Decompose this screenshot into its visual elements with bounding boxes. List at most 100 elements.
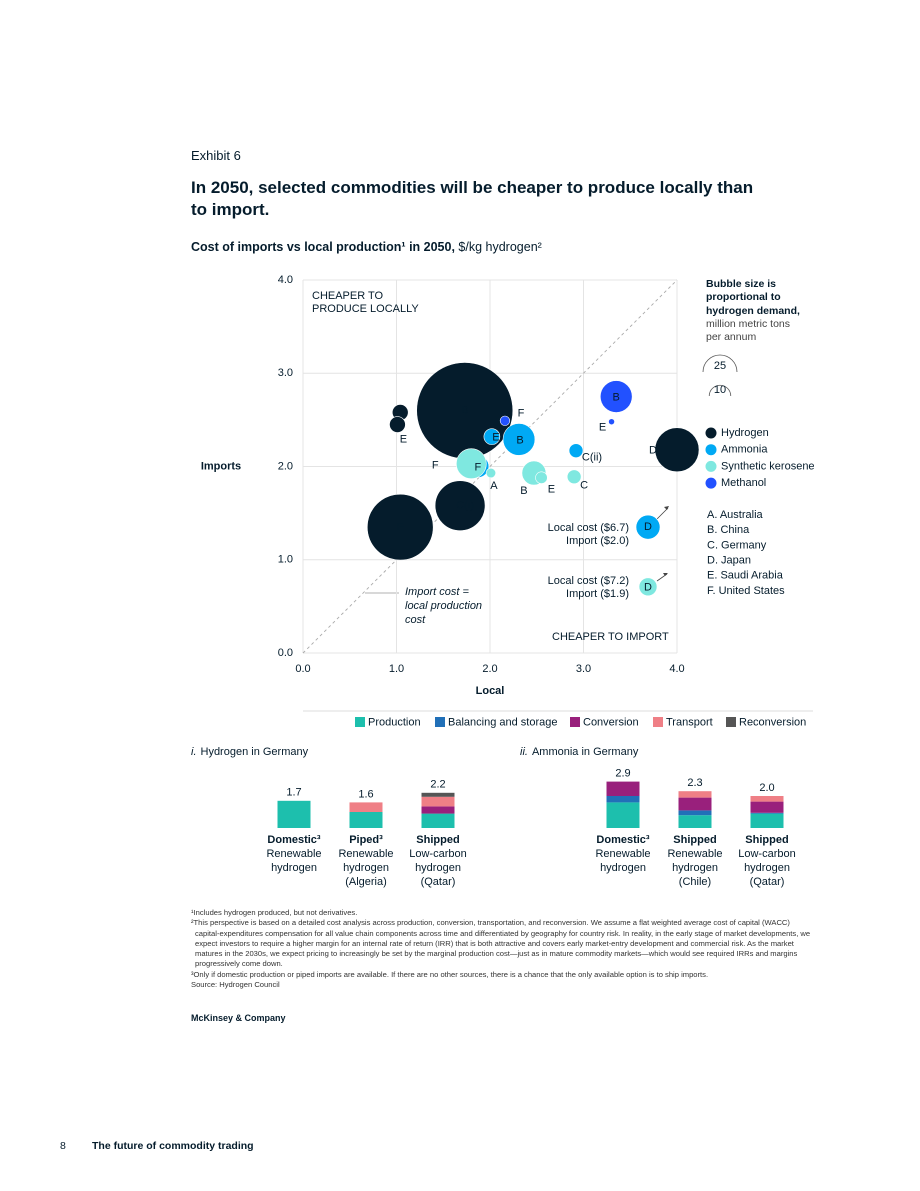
legend-swatch xyxy=(355,717,365,727)
bubble xyxy=(654,427,700,473)
category-sublabel: Renewable hydrogen xyxy=(266,848,321,874)
footnotes: ¹Includes hydrogen produced, but not der… xyxy=(191,908,811,990)
size-legend-arc xyxy=(702,354,738,373)
size-legend-value: 10 xyxy=(714,384,726,396)
bubble xyxy=(485,467,497,479)
bar-segment xyxy=(678,810,712,816)
exhibit-label: Exhibit 6 xyxy=(191,148,241,163)
panel-title: i. Hydrogen in Germany xyxy=(191,746,309,758)
panel-name: Ammonia in Germany xyxy=(532,746,639,758)
bar-segment xyxy=(750,813,784,828)
bubble-label: D xyxy=(649,445,657,457)
chart-heading: Cost of imports vs local production¹ in … xyxy=(191,240,542,254)
legend-swatch xyxy=(705,427,717,439)
category-label: Domestic³ xyxy=(596,834,650,846)
size-legend-title: Bubble size is xyxy=(706,278,777,290)
y-tick-label: 0.0 xyxy=(278,647,293,659)
country-key: B. China xyxy=(707,524,750,536)
bubble xyxy=(502,423,536,456)
bubble-label: B xyxy=(613,391,620,403)
country-key: E. Saudi Arabia xyxy=(707,570,784,582)
legend-label: Reconversion xyxy=(739,716,806,728)
bar-segment xyxy=(606,802,640,828)
sublabel-line: Renewable xyxy=(338,848,393,860)
bubble xyxy=(566,469,582,485)
bubble xyxy=(483,428,501,445)
legend-label: Conversion xyxy=(583,716,639,728)
sublabel-line: hydrogen xyxy=(600,862,646,874)
bubble-label: E xyxy=(548,484,555,496)
bubble xyxy=(535,471,548,484)
parity-label: cost xyxy=(405,614,426,626)
region-label: CHEAPER TO IMPORT xyxy=(552,631,669,643)
size-legend-text: Bubble size is proportional to hydrogen … xyxy=(706,278,800,344)
bubble-label: A xyxy=(397,406,405,418)
publication: The future of commodity trading xyxy=(92,1140,254,1152)
sublabel-line: hydrogen xyxy=(672,862,718,874)
legend-swatch xyxy=(726,717,736,727)
footnote: ²This perspective is based on a detailed… xyxy=(191,918,811,969)
category-sublabel: Renewable hydrogen xyxy=(595,848,650,874)
sublabel-line: Renewable xyxy=(266,848,321,860)
parity-label: local production xyxy=(405,600,482,612)
legend-swatch xyxy=(653,717,663,727)
bubble-label: F xyxy=(432,460,439,472)
bar-segment xyxy=(421,792,455,797)
chart-unit: $/kg hydrogen² xyxy=(458,240,542,254)
sublabel-line: hydrogen xyxy=(744,862,790,874)
bubble xyxy=(434,480,486,531)
legend-label: Hydrogen xyxy=(721,427,769,439)
bubble xyxy=(635,514,661,540)
category-label: Shipped xyxy=(673,834,716,846)
bubble xyxy=(499,415,511,426)
country-key: F. United States xyxy=(707,585,785,597)
category-sublabel: Low-carbon hydrogen (Qatar) xyxy=(738,848,795,888)
bubble-label: A xyxy=(490,480,498,492)
bar-segment xyxy=(750,801,784,813)
bar-segment xyxy=(421,796,455,807)
country-key: A. Australia xyxy=(707,509,764,521)
y-tick-label: 1.0 xyxy=(278,554,293,566)
bar-total: 2.2 xyxy=(430,779,445,791)
bubble-label: F xyxy=(518,408,525,420)
x-axis-title: Local xyxy=(476,685,505,697)
legend-swatch xyxy=(705,460,717,472)
bar-total: 2.0 xyxy=(759,782,774,794)
bar-segment xyxy=(678,815,712,828)
panel-prefix: i. xyxy=(191,746,197,758)
legend-label: Balancing and storage xyxy=(448,716,557,728)
legend-label: Ammonia xyxy=(721,444,768,456)
bar-segment xyxy=(421,806,455,814)
bar-total: 2.3 xyxy=(687,777,702,789)
bubble xyxy=(455,448,487,480)
legend-label: Synthetic kerosene xyxy=(721,460,815,472)
country-key: D. Japan xyxy=(707,555,751,567)
bubble xyxy=(389,416,406,433)
y-tick-label: 2.0 xyxy=(278,460,293,472)
bubble xyxy=(599,380,633,413)
legend-swatch xyxy=(705,444,717,456)
sublabel-line: Renewable xyxy=(595,848,650,860)
parity-label: Import cost = xyxy=(405,586,469,598)
bubble-label: B xyxy=(520,485,527,497)
region-label: CHEAPER TO xyxy=(312,290,384,302)
sublabel-line: Low-carbon xyxy=(738,848,795,860)
bar-segment xyxy=(421,813,455,828)
panel-name: Hydrogen in Germany xyxy=(201,746,309,758)
page-number: 8 xyxy=(60,1140,66,1152)
offscale-arrow xyxy=(656,507,669,520)
bubble-label: C(ii) xyxy=(582,452,602,464)
size-legend-title: proportional to xyxy=(706,291,781,304)
bubble-label: C(i) xyxy=(456,500,474,512)
x-tick-label: 4.0 xyxy=(669,663,684,675)
offscale-arrowhead xyxy=(664,506,669,510)
sublabel-line: (Qatar) xyxy=(750,876,785,888)
y-tick-label: 4.0 xyxy=(278,274,293,286)
bar-segment xyxy=(678,791,712,798)
category-label: Domestic³ xyxy=(267,834,321,846)
bar-segment xyxy=(606,796,640,803)
sublabel-line: hydrogen xyxy=(271,862,317,874)
bubble xyxy=(638,577,658,597)
bubble-label: E xyxy=(599,422,606,434)
bubble xyxy=(608,418,615,426)
